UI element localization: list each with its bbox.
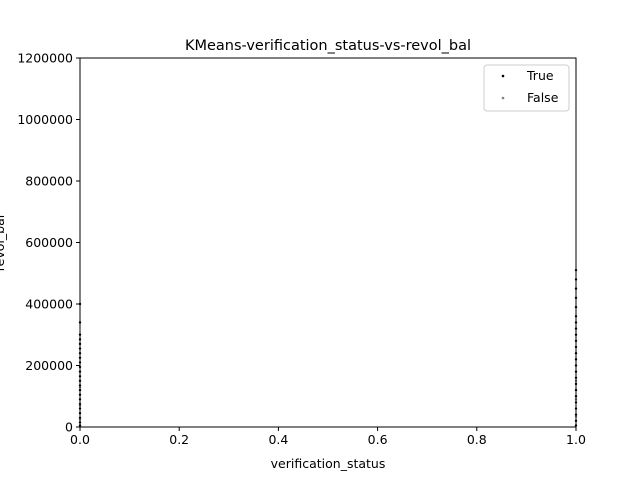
chart-title: KMeans-verification_status-vs-revol_bal — [185, 38, 471, 54]
y-tick-label: 1000000 — [17, 112, 73, 127]
legend: True False — [483, 64, 570, 112]
legend-label-false: False — [527, 90, 559, 105]
x-tick-label: 0.0 — [70, 432, 90, 447]
x-tick-label: 0.6 — [368, 432, 388, 447]
y-axis-label: revol_bal — [0, 215, 7, 271]
y-tick-label: 200000 — [25, 358, 73, 373]
x-tick-label: 0.4 — [268, 432, 288, 447]
axis-ticks: 0.0 0.2 0.4 0.6 0.8 1.0 0 200000 400000 600000 800… — [17, 51, 586, 448]
x-tick-label: 0.2 — [169, 432, 189, 447]
y-tick-label: 1200000 — [17, 51, 73, 66]
x-tick-label: 0.8 — [467, 432, 487, 447]
y-tick-label: 600000 — [25, 235, 73, 250]
points-layer — [78, 268, 578, 427]
legend-marker-true — [501, 74, 505, 78]
legend-box — [483, 64, 570, 112]
x-tick-label: 1.0 — [566, 432, 586, 447]
y-tick-label: 800000 — [25, 174, 73, 189]
y-tick-label: 400000 — [25, 297, 73, 312]
legend-marker-false — [501, 96, 505, 100]
x-axis-label: verification_status — [271, 456, 386, 471]
legend-label-true: True — [526, 68, 554, 83]
y-tick-label: 0 — [65, 420, 73, 435]
plot-frame — [79, 57, 577, 428]
